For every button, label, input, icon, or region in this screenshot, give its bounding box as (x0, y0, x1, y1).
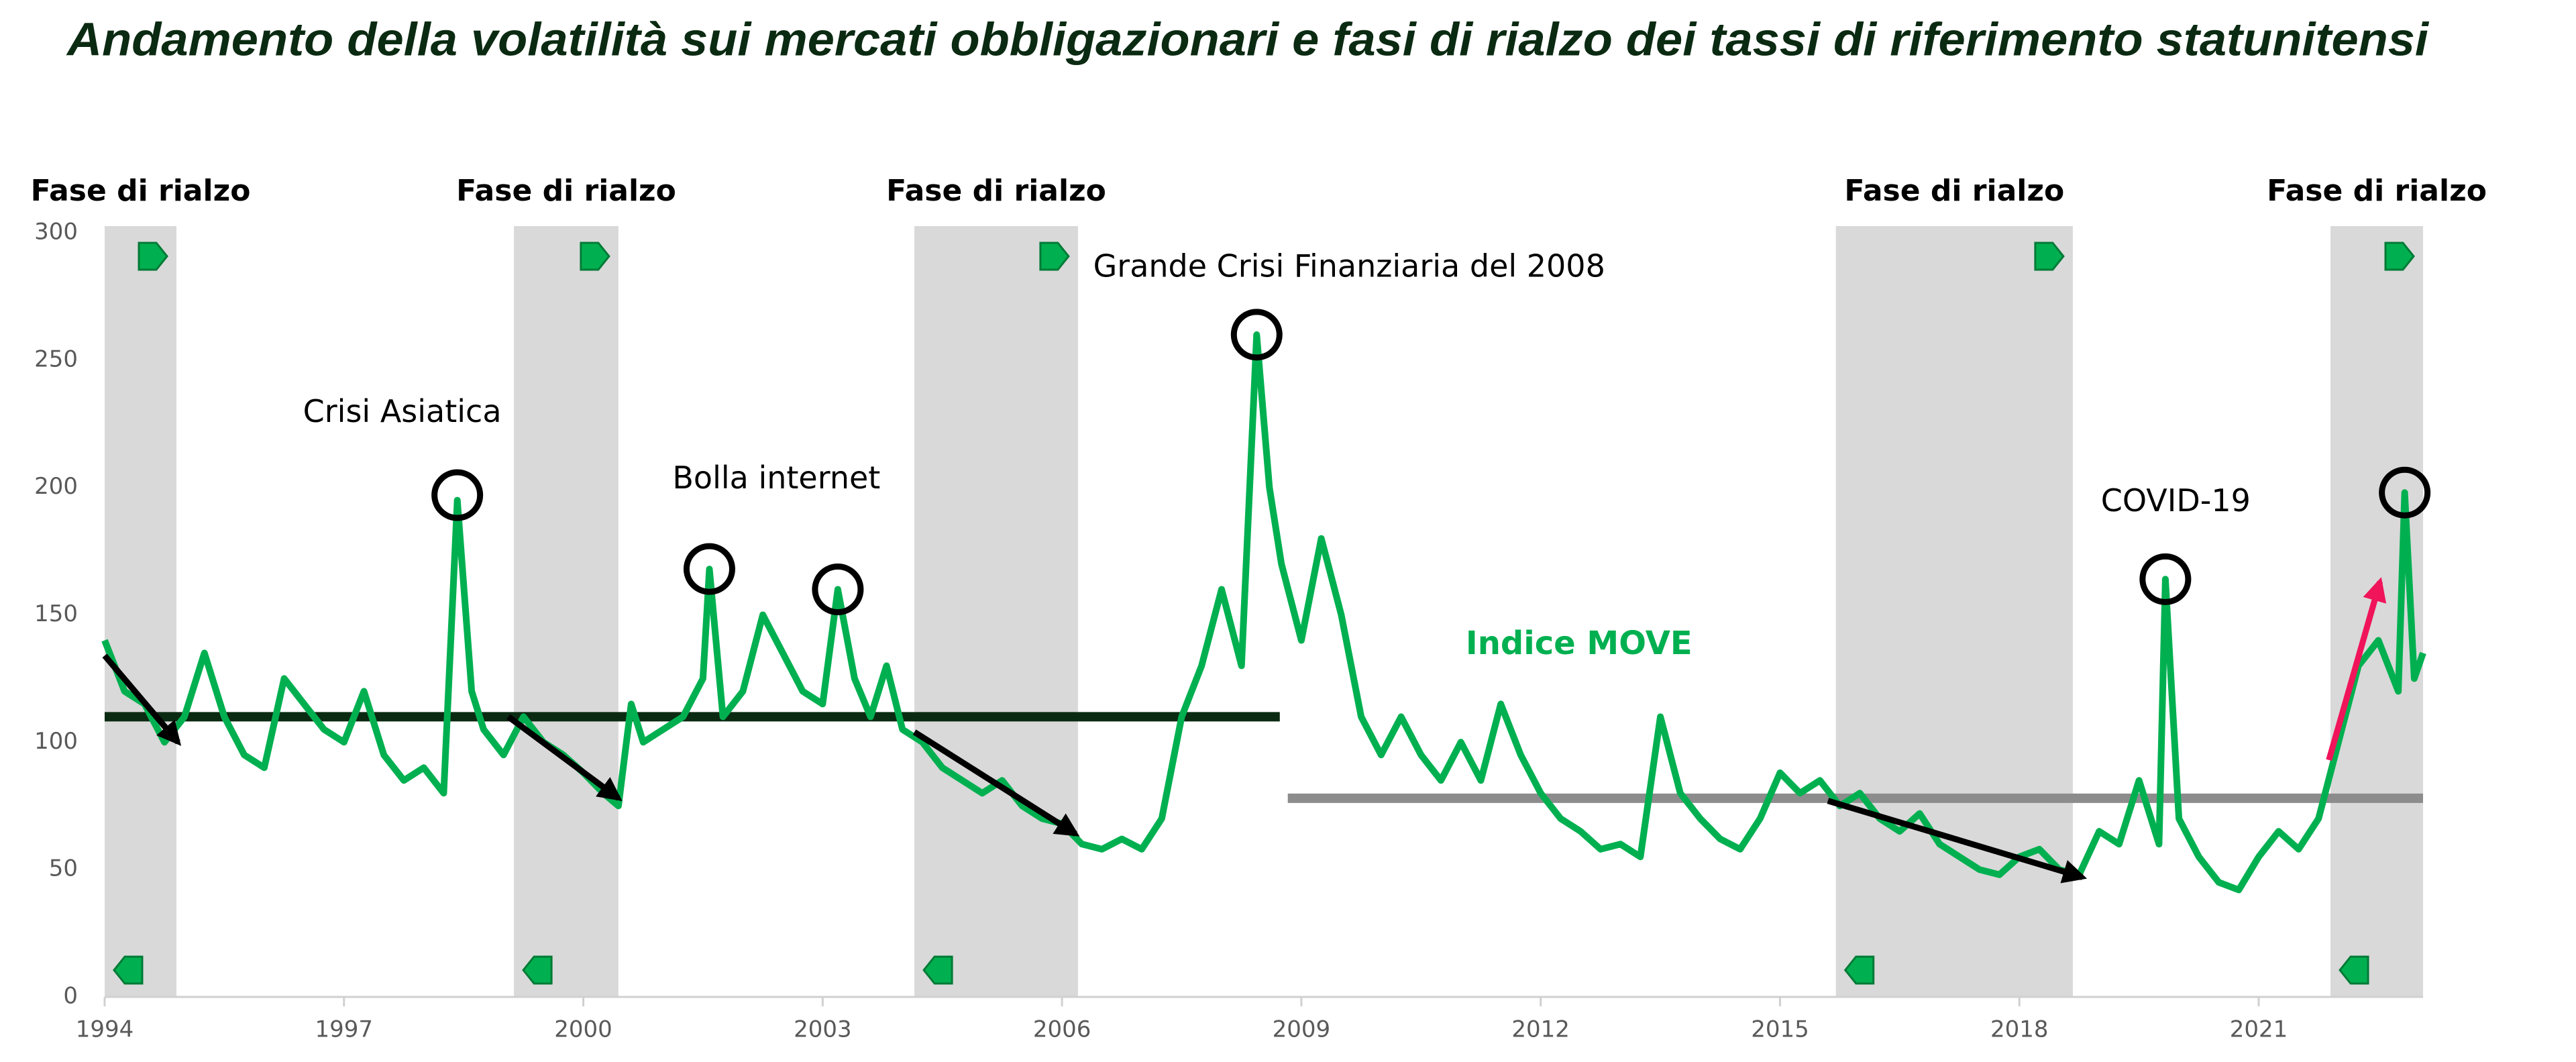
y-tick-label: 150 (34, 600, 78, 627)
phase-band (514, 226, 619, 997)
annotation: Bolla internet (672, 460, 880, 496)
x-tick-label: 2009 (1273, 1016, 1331, 1043)
y-tick-label: 250 (34, 346, 78, 372)
phase-start-flag (1843, 955, 1875, 985)
x-tick-label: 2000 (554, 1016, 612, 1043)
x-tick-label: 2012 (1511, 1016, 1570, 1043)
phase-label: Fase di rialzo (2267, 174, 2487, 208)
trend-arrow (2326, 577, 2387, 761)
x-tick-label: 1994 (76, 1016, 134, 1043)
y-tick-label: 50 (49, 855, 78, 882)
phase-end-flag (2384, 242, 2415, 271)
trend-arrow (1827, 798, 2088, 884)
phase-end-flag (1039, 242, 1070, 271)
chart-title: Andamento della volatilità sui mercati o… (66, 13, 2430, 65)
trend-arrow (102, 653, 182, 746)
phase-band (105, 226, 177, 997)
phase-start-flag (2339, 955, 2369, 985)
phase-label: Fase di rialzo (456, 174, 676, 208)
peak-circle (431, 469, 484, 521)
phase-end-flag (138, 242, 168, 271)
peak-circle (2139, 553, 2192, 605)
phase-end-flag (2034, 242, 2065, 271)
x-tick-label: 2018 (1990, 1016, 2049, 1043)
x-tick-label: 2003 (794, 1016, 852, 1043)
phase-start-flag (113, 955, 144, 985)
x-tick-label: 2021 (2230, 1016, 2288, 1043)
annotation: Crisi Asiatica (303, 393, 502, 429)
annotation: COVID-19 (2101, 482, 2251, 519)
phase-label: Fase di rialzo (31, 174, 251, 208)
phase-start-flag (922, 955, 953, 985)
y-tick-label: 0 (63, 983, 78, 1010)
phase-band (914, 226, 1078, 997)
peak-circle (812, 564, 864, 616)
peak-circle (683, 543, 735, 595)
phase-band (1835, 226, 2073, 997)
peak-circle (1230, 309, 1283, 361)
y-tick-label: 200 (34, 473, 78, 500)
x-tick-label: 2006 (1033, 1016, 1091, 1043)
trend-arrow (912, 729, 1080, 837)
phase-label: Fase di rialzo (886, 174, 1106, 208)
phase-end-flag (580, 242, 610, 271)
series-label: Indice MOVE (1466, 625, 1693, 662)
peak-circle (2379, 466, 2431, 519)
x-tick-label: 1997 (315, 1016, 374, 1043)
trend-arrow (506, 714, 623, 802)
annotation: Grande Crisi Finanziaria del 2008 (1093, 248, 1605, 284)
y-tick-label: 300 (34, 219, 78, 246)
phase-label: Fase di rialzo (1844, 174, 2064, 208)
x-tick-label: 2015 (1751, 1016, 1809, 1043)
y-tick-label: 100 (34, 728, 78, 755)
phase-start-flag (522, 955, 553, 985)
